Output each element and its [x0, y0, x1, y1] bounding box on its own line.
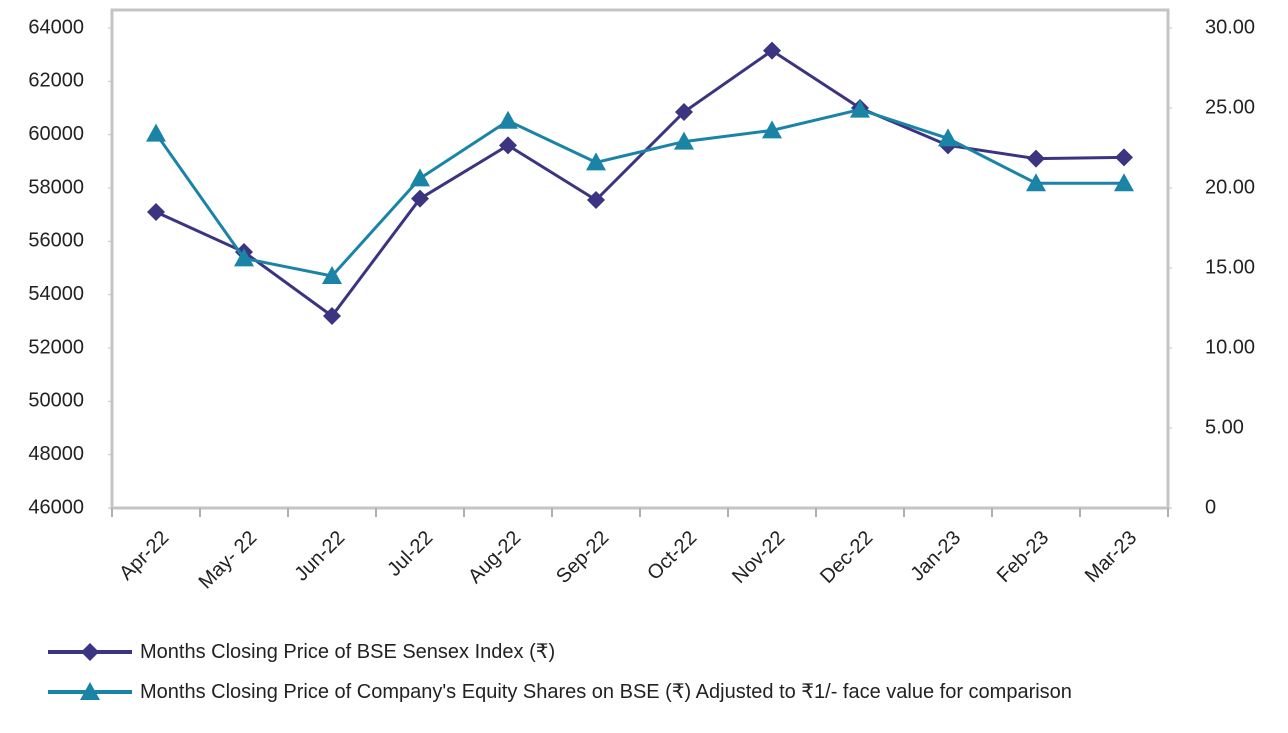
- x-tick-label: Jul-22: [383, 527, 437, 581]
- data-point: [234, 248, 254, 267]
- x-tick-label: Feb-23: [993, 527, 1053, 587]
- data-point: [1115, 148, 1133, 167]
- y-tick-label: 56000: [28, 230, 84, 252]
- y2-tick-label: 20.00: [1205, 176, 1255, 198]
- data-point: [323, 307, 341, 325]
- y2-tick-label: 15.00: [1205, 256, 1255, 278]
- data-point: [1114, 173, 1134, 192]
- x-tick-label: May- 22: [195, 527, 262, 594]
- y2-tick-label: 0: [1205, 496, 1216, 518]
- legend-marker: [80, 682, 100, 700]
- data-point: [850, 99, 870, 118]
- y-tick-label: 46000: [28, 496, 84, 518]
- data-point: [675, 103, 693, 121]
- y-tick-label: 64000: [28, 16, 84, 38]
- data-point: [587, 191, 605, 209]
- x-tick-label: Dec-22: [816, 527, 877, 588]
- data-point: [498, 110, 518, 129]
- series-line: [154, 108, 1124, 278]
- plot-frame: [110, 8, 1170, 510]
- data-point: [411, 189, 429, 208]
- x-tick-label: Apr-22: [115, 527, 173, 585]
- data-point: [1026, 173, 1046, 192]
- y-tick-label: 62000: [28, 70, 84, 92]
- x-tick-label: Sep-22: [552, 527, 613, 588]
- series-line: [155, 48, 1125, 319]
- data-point: [674, 131, 694, 150]
- x-tick-label: Oct-22: [643, 527, 701, 585]
- y-tick-label: 60000: [28, 123, 84, 145]
- legend-label: Months Closing Price of BSE Sensex Index…: [140, 641, 556, 663]
- y-tick-label: 58000: [28, 176, 84, 198]
- data-point: [938, 128, 958, 147]
- data-point: [146, 123, 166, 142]
- y-tick-label: 54000: [28, 283, 84, 305]
- data-point: [499, 136, 517, 155]
- data-point: [763, 41, 781, 60]
- x-tick-label: Aug-22: [464, 527, 525, 588]
- x-tick-label: Mar-23: [1081, 527, 1141, 587]
- y2-tick-label: 10.00: [1205, 336, 1255, 358]
- x-tick-label: Jun-22: [290, 527, 349, 586]
- y2-tick-label: 30.00: [1205, 16, 1255, 38]
- data-point: [762, 120, 782, 139]
- data-point: [1027, 149, 1045, 168]
- data-point: [586, 152, 606, 171]
- data-point: [322, 266, 342, 284]
- x-tick-label: Jan-23: [906, 527, 965, 586]
- x-tick-label: Nov-22: [728, 527, 789, 588]
- y-tick-label: 50000: [28, 390, 84, 412]
- legend-label: Months Closing Price of Company's Equity…: [140, 681, 1072, 703]
- y-tick-label: 48000: [28, 443, 84, 465]
- y2-tick-label: 25.00: [1205, 96, 1255, 118]
- y2-tick-label: 5.00: [1205, 416, 1244, 438]
- data-point: [147, 203, 165, 221]
- legend-marker: [81, 643, 99, 661]
- data-point: [410, 168, 430, 187]
- y-tick-label: 52000: [28, 336, 84, 358]
